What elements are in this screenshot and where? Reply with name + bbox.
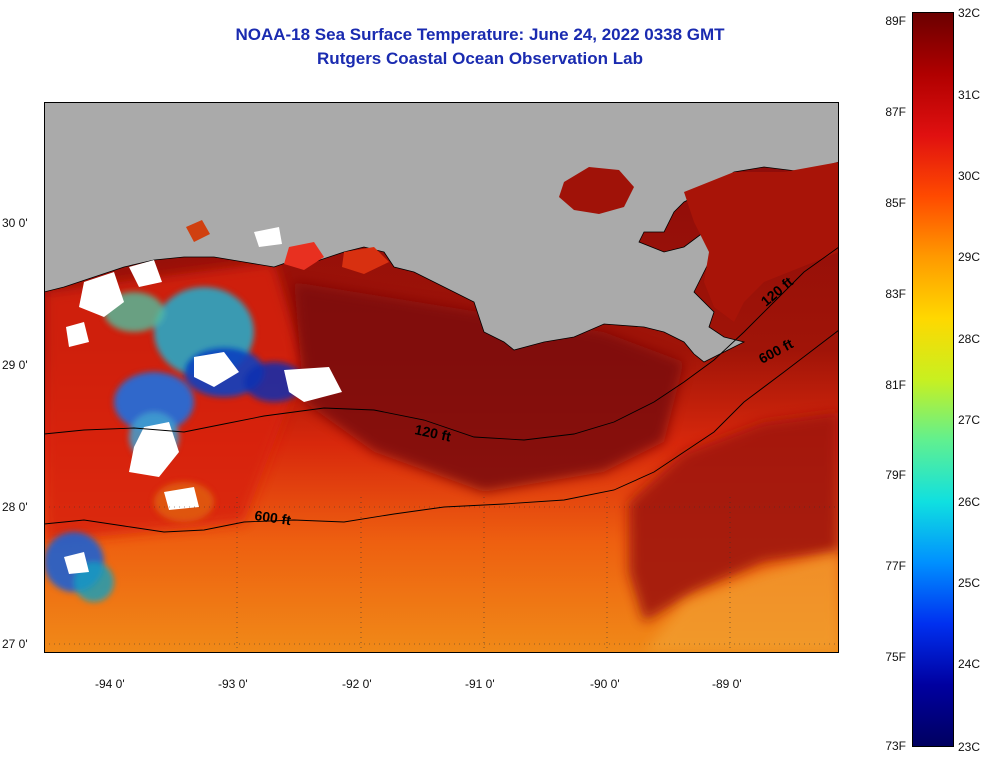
colorbar-f-label: 85F bbox=[885, 196, 906, 210]
longitude-label: -89 0' bbox=[712, 677, 742, 691]
colorbar-f-label: 87F bbox=[885, 105, 906, 119]
contour-120ft bbox=[44, 246, 839, 441]
map-frame bbox=[44, 102, 839, 653]
latitude-label: 29 0' bbox=[2, 358, 28, 372]
small-lake bbox=[186, 220, 210, 242]
contour-label-120ft-west: 120 ft bbox=[413, 421, 452, 444]
longitude-label: -92 0' bbox=[342, 677, 372, 691]
colorbar-c-label: 28C bbox=[958, 332, 981, 346]
colorbar-c-label: 27C bbox=[958, 413, 981, 427]
colorbar-f-label: 89F bbox=[885, 14, 906, 28]
colorbar-f-label: 81F bbox=[885, 378, 906, 392]
colorbar-f-label: 79F bbox=[885, 468, 906, 482]
land-mass bbox=[44, 102, 839, 363]
longitude-label: -91 0' bbox=[465, 677, 495, 691]
longitude-label: -90 0' bbox=[590, 677, 620, 691]
colorbar-c-label: 29C bbox=[958, 250, 981, 264]
map-title: NOAA-18 Sea Surface Temperature: June 24… bbox=[235, 25, 725, 44]
temperature-colorbar bbox=[912, 12, 954, 747]
lake-pontchartrain bbox=[559, 167, 634, 214]
mississippi-plume bbox=[629, 412, 839, 622]
longitude-label: -94 0' bbox=[95, 677, 125, 691]
sst-map: 120 ft 600 ft 120 ft 600 ft bbox=[44, 102, 839, 653]
longitude-label: -93 0' bbox=[218, 677, 248, 691]
colorbar-c-label: 31C bbox=[958, 88, 981, 102]
west-lake bbox=[284, 242, 324, 270]
colorbar-f-label: 83F bbox=[885, 287, 906, 301]
colorbar-c-label: 26C bbox=[958, 495, 981, 509]
colorbar-f-label: 73F bbox=[885, 739, 906, 753]
latitude-label: 30 0' bbox=[2, 216, 28, 230]
latitude-label: 28 0' bbox=[2, 500, 28, 514]
colorbar-c-label: 30C bbox=[958, 169, 981, 183]
colorbar-f-label: 75F bbox=[885, 650, 906, 664]
colorbar-f-label: 77F bbox=[885, 559, 906, 573]
central-lake bbox=[342, 247, 389, 274]
southeast-marsh bbox=[684, 162, 839, 322]
southeast-orange-patch bbox=[644, 552, 839, 653]
cloud-cover bbox=[64, 227, 342, 574]
colorbar-c-label: 24C bbox=[958, 657, 981, 671]
central-warm-plume bbox=[294, 282, 684, 492]
colorbar-c-label: 23C bbox=[958, 740, 981, 754]
contour-label-600ft-west: 600 ft bbox=[254, 507, 293, 528]
depth-contours bbox=[44, 246, 839, 533]
colorbar-c-label: 25C bbox=[958, 576, 981, 590]
latitude-label: 27 0' bbox=[2, 637, 28, 651]
contour-600ft bbox=[44, 329, 839, 533]
colorbar-c-label: 32C bbox=[958, 6, 981, 20]
map-subtitle: Rutgers Coastal Ocean Observation Lab bbox=[317, 49, 643, 68]
